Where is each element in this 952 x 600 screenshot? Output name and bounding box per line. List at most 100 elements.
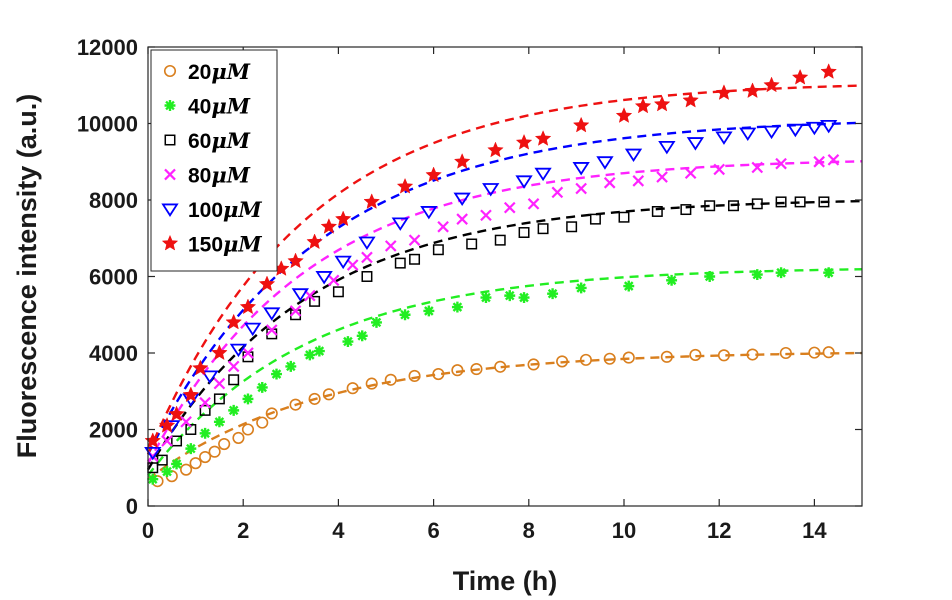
data-point-100uM	[762, 125, 781, 140]
data-point-150uM	[258, 275, 276, 292]
data-point-80uM	[632, 175, 645, 187]
data-point-60uM	[589, 213, 601, 225]
legend-marker-20uM	[163, 64, 177, 78]
y-tick-label: 0	[126, 494, 138, 519]
data-point-80uM	[480, 209, 492, 222]
fit-curve-80uM	[146, 160, 863, 465]
data-point-20uM	[384, 373, 397, 386]
data-point-100uM	[805, 121, 824, 136]
data-point-20uM	[265, 407, 278, 420]
data-point-80uM	[656, 171, 668, 183]
data-point-80uM	[437, 220, 449, 233]
data-point-150uM	[682, 91, 699, 108]
data-point-60uM	[409, 253, 421, 265]
data-point-40uM	[161, 466, 173, 478]
data-point-20uM	[689, 348, 702, 361]
data-point-150uM	[182, 386, 200, 403]
data-point-150uM	[763, 76, 780, 93]
data-point-80uM	[713, 163, 726, 176]
data-point-80uM	[384, 240, 397, 252]
data-point-150uM	[425, 166, 442, 183]
data-point-20uM	[180, 463, 193, 476]
data-point-60uM	[394, 257, 406, 269]
data-point-80uM	[827, 154, 840, 166]
data-point-20uM	[451, 364, 464, 377]
data-point-20uM	[408, 369, 421, 383]
data-point-40uM	[271, 368, 282, 380]
data-point-20uM	[494, 360, 507, 373]
data-point-100uM	[820, 119, 838, 134]
data-point-40uM	[213, 416, 225, 428]
legend-label-unit: μM	[211, 163, 250, 188]
data-point-80uM	[456, 213, 468, 225]
y-axis-label: Fluorescence intensity (a.u.)	[12, 94, 42, 459]
data-point-80uM	[161, 435, 173, 447]
data-point-60uM	[228, 374, 240, 386]
x-tick-label: 4	[332, 518, 345, 543]
data-point-20uM	[432, 367, 445, 381]
data-point-80uM	[265, 324, 278, 336]
data-point-100uM	[715, 131, 733, 145]
data-point-40uM	[623, 280, 635, 292]
data-point-100uM	[263, 307, 281, 321]
legend-marker-40uM	[164, 100, 176, 111]
data-point-150uM	[453, 153, 471, 169]
data-point-150uM	[615, 107, 633, 123]
data-point-150uM	[744, 82, 761, 99]
data-point-80uM	[199, 396, 211, 409]
data-point-40uM	[547, 288, 559, 300]
data-point-20uM	[779, 346, 792, 360]
data-point-150uM	[820, 63, 837, 79]
data-point-100uM	[515, 175, 533, 189]
data-point-80uM	[346, 259, 359, 271]
data-point-100uM	[453, 192, 471, 207]
data-point-20uM	[365, 377, 378, 390]
data-point-20uM	[579, 353, 592, 366]
data-point-40uM	[504, 290, 516, 302]
legend-label-unit: μM	[211, 94, 250, 119]
data-point-20uM	[218, 437, 231, 451]
data-point-150uM	[144, 432, 162, 449]
data-point-100uM	[482, 183, 500, 197]
data-point-100uM	[596, 156, 614, 170]
data-point-40uM	[185, 443, 197, 455]
data-point-40uM	[751, 269, 763, 281]
data-point-20uM	[241, 423, 255, 436]
data-point-60uM	[728, 200, 739, 212]
data-point-100uM	[291, 288, 309, 302]
data-point-100uM	[144, 446, 162, 461]
data-point-60uM	[361, 271, 373, 282]
data-point-80uM	[304, 289, 316, 302]
legend-label-20uM: 20μM	[188, 59, 251, 84]
data-point-80uM	[527, 198, 540, 210]
legend-label-number: 100	[188, 199, 223, 222]
data-point-60uM	[566, 221, 578, 233]
legend-label-60uM: 60μM	[188, 128, 251, 153]
data-point-80uM	[603, 176, 616, 189]
data-markers	[144, 63, 840, 488]
data-point-60uM	[704, 200, 716, 212]
data-point-100uM	[358, 236, 376, 251]
data-point-40uM	[399, 309, 411, 321]
data-point-60uM	[332, 286, 344, 298]
data-point-40uM	[228, 404, 240, 416]
data-point-20uM	[822, 346, 835, 359]
legend-label-100uM: 100μM	[188, 197, 262, 222]
data-point-150uM	[320, 218, 338, 234]
data-point-100uM	[315, 271, 333, 285]
data-point-80uM	[813, 155, 825, 168]
data-point-150uM	[515, 133, 533, 150]
data-point-20uM	[746, 348, 759, 361]
data-point-20uM	[717, 349, 731, 362]
y-tick-label: 2000	[89, 418, 138, 443]
data-point-150uM	[653, 95, 671, 112]
data-point-150uM	[791, 68, 809, 85]
data-point-40uM	[356, 330, 368, 342]
data-point-150uM	[715, 84, 733, 100]
data-point-100uM	[244, 322, 262, 337]
y-tick-label: 8000	[89, 188, 138, 213]
data-point-40uM	[313, 345, 325, 357]
x-axis-label: Time (h)	[453, 566, 558, 596]
data-point-80uM	[361, 251, 373, 264]
data-point-80uM	[775, 157, 787, 170]
